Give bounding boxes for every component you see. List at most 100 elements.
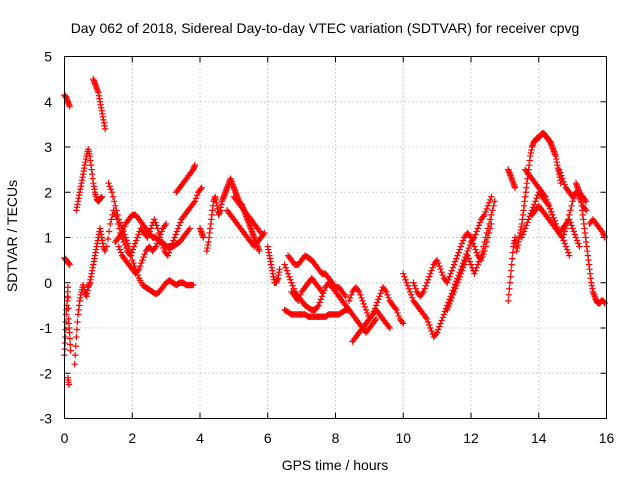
data-point-marker [133, 237, 140, 244]
data-point-marker [546, 205, 554, 213]
data-point-marker [101, 125, 109, 133]
data-point-marker [121, 241, 129, 249]
data-point-marker [136, 262, 144, 270]
data-point-marker [161, 222, 169, 229]
data-point-marker [448, 267, 456, 274]
data-point-marker [435, 326, 442, 333]
data-point-marker [357, 291, 364, 299]
data-point-marker [541, 192, 548, 199]
data-point-marker [117, 231, 125, 238]
data-point-marker [557, 169, 564, 176]
data-point-marker [354, 287, 362, 294]
data-point-marker [281, 261, 288, 268]
data-point-marker [377, 290, 384, 297]
data-point-marker [383, 288, 390, 295]
data-point-marker [405, 285, 413, 292]
data-point-marker [560, 178, 567, 185]
data-point-marker [447, 297, 454, 305]
data-point-marker [481, 238, 488, 246]
x-tick-label: 12 [463, 430, 479, 446]
data-point-marker [346, 294, 354, 302]
data-point-marker [385, 294, 392, 302]
data-point-marker [486, 216, 494, 223]
data-point-marker [173, 228, 181, 235]
y-tick-label: 2 [44, 184, 52, 200]
data-point-marker [141, 250, 148, 258]
data-point-marker [433, 329, 441, 336]
data-point-marker [444, 279, 451, 286]
data-point-marker [433, 256, 441, 264]
data-point-marker [471, 243, 478, 250]
data-point-marker [571, 231, 579, 238]
data-point-marker [424, 276, 432, 283]
x-tick-label: 6 [264, 430, 272, 446]
data-point-marker [509, 255, 516, 262]
data-point-marker [483, 205, 491, 213]
data-point-marker [412, 285, 419, 292]
data-point-marker [457, 270, 465, 277]
data-point-marker [140, 253, 147, 261]
data-point-marker [522, 225, 529, 232]
data-point-marker [174, 225, 182, 232]
data-point-marker [109, 193, 117, 200]
data-point-marker [362, 306, 370, 314]
data-point-marker [533, 195, 540, 202]
data-point-marker [531, 201, 538, 208]
data-point-marker [134, 234, 141, 241]
data-point-marker [437, 320, 444, 327]
data-point-marker [576, 243, 583, 250]
data-point-marker [316, 299, 323, 306]
data-point-marker [509, 249, 516, 256]
data-point-marker [394, 309, 401, 317]
data-point-marker [518, 234, 526, 241]
data-point-marker [422, 282, 430, 289]
data-point-marker [171, 234, 178, 241]
data-point-marker [543, 196, 550, 203]
data-point-marker [525, 216, 532, 223]
data-point-marker [491, 198, 498, 205]
data-point-marker [139, 256, 146, 264]
data-point-marker [191, 161, 199, 169]
data-point-marker [437, 265, 444, 273]
data-point-marker [483, 229, 491, 237]
data-point-marker [532, 198, 539, 205]
data-point-marker [98, 193, 105, 200]
y-tick-label: -1 [40, 320, 53, 336]
data-point-marker [317, 296, 325, 303]
data-point-marker [426, 321, 433, 329]
data-point-marker [359, 297, 366, 305]
data-point-marker [118, 229, 126, 237]
data-point-marker [575, 240, 582, 247]
data-point-marker [426, 273, 433, 280]
x-axis-label: GPS time / hours [282, 457, 389, 473]
data-point-marker [288, 279, 295, 286]
data-point-marker [440, 311, 448, 318]
data-point-marker [566, 252, 573, 259]
data-point-marker [455, 276, 462, 283]
data-point-marker [549, 211, 556, 219]
data-point-marker [117, 222, 125, 229]
data-point-marker [542, 193, 549, 200]
data-point-marker [374, 299, 381, 306]
data-point-marker [485, 199, 493, 207]
data-point-marker [561, 181, 568, 188]
data-point-marker [375, 296, 382, 303]
data-point-marker [435, 259, 442, 267]
data-point-marker [466, 258, 474, 265]
data-point-marker [120, 226, 127, 234]
data-point-marker [422, 314, 430, 321]
data-point-marker [67, 347, 74, 354]
x-tick-label: 4 [196, 430, 204, 446]
data-point-marker [134, 267, 142, 274]
data-point-marker [191, 198, 199, 205]
data-point-marker [158, 228, 165, 235]
data-point-marker [479, 247, 486, 255]
data-point-marker [110, 198, 118, 205]
data-point-marker [458, 240, 466, 247]
data-point-marker [190, 199, 197, 207]
data-point-marker [395, 312, 402, 320]
data-point-marker [436, 323, 443, 330]
data-point-marker [472, 231, 479, 238]
